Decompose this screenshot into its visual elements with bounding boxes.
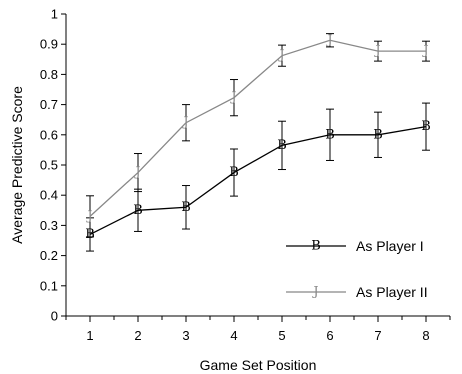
legend-marker: J — [311, 285, 318, 300]
y-tick-label: 0.8 — [40, 67, 58, 82]
x-axis-label: Game Set Position — [200, 357, 317, 373]
data-point-marker: B — [229, 165, 239, 180]
series-line — [89, 39, 426, 217]
y-tick-label: 1 — [51, 7, 58, 22]
data-point-marker: B — [277, 138, 287, 153]
data-point-marker: J — [325, 33, 332, 48]
data-point-marker: J — [373, 44, 380, 59]
data-point-marker: J — [181, 115, 188, 130]
legend-item-1: B As Player I — [286, 238, 424, 254]
y-axis-ticks: 0 0.1 0.2 0.3 0.4 0.5 0.6 0.7 0.8 0.9 1 — [40, 7, 66, 324]
y-tick-label: 0.4 — [40, 188, 58, 203]
y-tick-label: 0.3 — [40, 218, 58, 233]
y-tick-label: 0.9 — [40, 37, 58, 52]
legend: B As Player I J As Player II — [286, 238, 428, 300]
y-tick-label: 0 — [51, 309, 58, 324]
y-tick-label: 0.2 — [40, 248, 58, 263]
y-tick-label: 0.7 — [40, 97, 58, 112]
x-tick-label: 4 — [230, 328, 237, 343]
series-1: B B B B B B B B — [85, 102, 431, 252]
legend-label: As Player II — [356, 284, 428, 300]
legend-item-2: J As Player II — [286, 284, 428, 300]
y-axis-label: Average Predictive Score — [9, 86, 25, 244]
legend-marker: B — [311, 239, 321, 254]
y-tick-label: 0.1 — [40, 278, 58, 293]
x-tick-label: 6 — [326, 328, 333, 343]
x-tick-label: 2 — [134, 328, 141, 343]
data-point-marker: J — [277, 48, 284, 63]
data-point-marker: J — [229, 90, 236, 105]
x-axis-ticks: 1 2 3 4 5 6 7 8 — [65, 316, 451, 343]
y-tick-label: 0.6 — [40, 127, 58, 142]
data-point-marker: B — [373, 127, 383, 142]
legend-label: As Player I — [356, 238, 424, 254]
data-point-marker: J — [421, 44, 428, 59]
data-point-marker: B — [133, 203, 143, 218]
data-point-marker: B — [181, 200, 191, 215]
axes — [65, 14, 450, 317]
series-layer: B B B B B B B B J J J J J J J J — [85, 33, 431, 252]
y-tick-label: 0.5 — [40, 158, 58, 173]
data-point-marker: J — [133, 165, 140, 180]
x-tick-label: 5 — [278, 328, 285, 343]
x-tick-label: 7 — [374, 328, 381, 343]
x-tick-label: 8 — [422, 328, 429, 343]
data-point-marker: B — [325, 127, 335, 142]
data-point-marker: B — [421, 119, 431, 134]
x-tick-label: 3 — [182, 328, 189, 343]
x-tick-label: 1 — [86, 328, 93, 343]
data-point-marker: J — [85, 209, 92, 224]
series-line — [89, 126, 427, 236]
series-2: J J J J J J J J — [85, 33, 430, 238]
